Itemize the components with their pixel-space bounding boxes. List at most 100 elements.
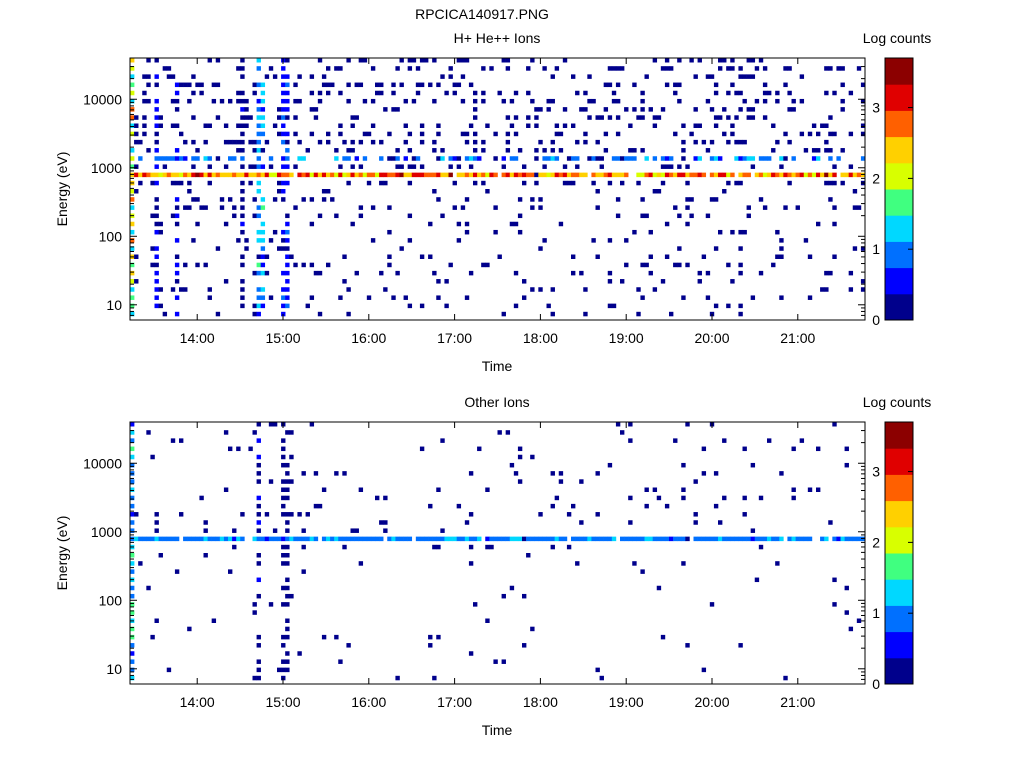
heatmap-cell [211, 618, 217, 623]
heatmap-cell [285, 585, 290, 591]
heatmap-cell [840, 180, 845, 186]
heatmap-cell [558, 471, 564, 476]
heatmap-cell [738, 139, 743, 145]
heatmap-cell [391, 90, 396, 96]
heatmap-cell [289, 512, 294, 517]
heatmap-cell [615, 422, 621, 427]
heatmap-cell [669, 172, 674, 178]
heatmap-cell [432, 148, 437, 153]
colorbar-swatch [885, 110, 913, 116]
heatmap-cell [223, 487, 229, 492]
heatmap-cell [624, 262, 629, 268]
heatmap-cell [742, 139, 747, 145]
heatmap-cell [550, 74, 555, 79]
heatmap-cell [591, 156, 596, 161]
heatmap-cell [240, 66, 245, 71]
heatmap-cell [738, 262, 743, 268]
heatmap-cell [681, 462, 686, 468]
heatmap-cell [860, 98, 866, 104]
heatmap-cell [640, 213, 645, 219]
heatmap-cell [824, 66, 829, 71]
heatmap-cell [807, 131, 813, 137]
heatmap-cell [179, 82, 184, 88]
heatmap-cell [742, 74, 747, 79]
heatmap-cell [750, 295, 756, 300]
heatmap-cell [338, 659, 343, 664]
heatmap-cell [256, 148, 261, 153]
heatmap-cell [673, 205, 678, 210]
heatmap-cell [509, 156, 515, 161]
heatmap-cell [660, 156, 666, 161]
heatmap-cell [174, 123, 180, 128]
heatmap-cell [615, 156, 621, 161]
heatmap-cell [203, 528, 208, 533]
heatmap-cell [244, 246, 249, 251]
heatmap-cell [697, 156, 702, 161]
heatmap-cell [779, 254, 784, 259]
heatmap-cell [824, 180, 829, 186]
heatmap-cell [236, 123, 241, 128]
heatmap-cell [281, 180, 286, 186]
heatmap-cell [620, 156, 625, 161]
heatmap-cell [240, 180, 245, 186]
heatmap-cell [215, 156, 221, 161]
heatmap-cell [664, 156, 670, 161]
colorbar-swatch [885, 622, 913, 628]
heatmap-cell [346, 180, 351, 186]
heatmap-cell [771, 172, 776, 178]
colorbar-swatch [885, 435, 913, 440]
heatmap-cell [154, 221, 159, 227]
heatmap-cell [244, 123, 249, 128]
heatmap-cell [285, 164, 290, 169]
heatmap-cell [860, 246, 866, 251]
heatmap-cell [317, 139, 323, 145]
heatmap-cell [803, 536, 809, 542]
heatmap-cell [346, 311, 351, 317]
heatmap-cell [591, 536, 596, 542]
heatmap-cell [758, 58, 764, 63]
heatmap-cell [154, 172, 159, 178]
heatmap-cell [130, 593, 135, 599]
heatmap-cell [260, 221, 266, 227]
heatmap-cell [174, 536, 180, 542]
heatmap-cell [130, 651, 135, 656]
x-axis: 14:00 15:00 16:00 17:00 18:00 19:00 20:00 21:00 [180, 422, 816, 710]
heatmap-cell [285, 213, 290, 219]
heatmap-cell [313, 270, 319, 276]
heatmap-cell [787, 172, 792, 178]
heatmap-cell [146, 148, 151, 153]
x-tick-label: 17:00 [437, 694, 472, 710]
heatmap-cell [285, 295, 290, 300]
heatmap-cell [130, 675, 135, 681]
heatmap-cell [722, 189, 727, 194]
heatmap-cell [174, 221, 180, 227]
heatmap-cell [203, 205, 208, 210]
heatmap-cell [285, 512, 290, 517]
heatmap-cell [338, 66, 343, 71]
heatmap-cell [334, 148, 339, 153]
heatmap-cell [713, 90, 719, 96]
heatmap-cell [624, 172, 629, 178]
heatmap-cell [150, 172, 155, 178]
heatmap-cell [640, 262, 645, 268]
heatmap-cell [681, 148, 686, 153]
heatmap-cell [142, 536, 147, 542]
heatmap-cell [828, 270, 833, 276]
heatmap-cell [583, 536, 588, 542]
heatmap-cell [468, 544, 474, 550]
heatmap-cell [321, 172, 327, 178]
heatmap-cell [493, 536, 498, 542]
colorbar-tick-label: 0 [872, 676, 880, 692]
heatmap-cell [379, 90, 384, 96]
heatmap-cell [285, 495, 290, 501]
heatmap-cell [734, 536, 739, 542]
heatmap-cell [436, 634, 441, 640]
heatmap-cell [158, 172, 163, 178]
heatmap-cell [383, 520, 388, 525]
heatmap-cell [154, 270, 159, 276]
heatmap-cell [281, 667, 286, 673]
heatmap-cell [346, 58, 351, 63]
heatmap-cell [811, 172, 817, 178]
heatmap-cell [260, 205, 266, 210]
heatmap-cell [844, 536, 849, 542]
